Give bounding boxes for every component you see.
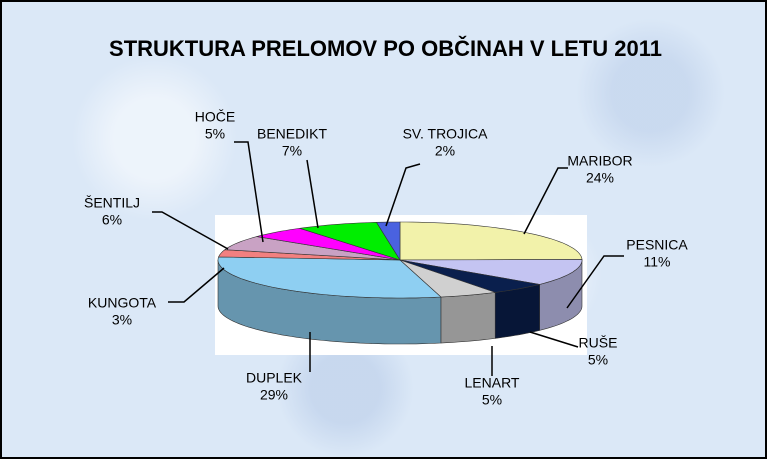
slice [375, 221, 401, 262]
slice-value-label: 29% [260, 387, 288, 403]
slice-label: BENEDIKT [257, 126, 327, 142]
slice-value-label: 5% [482, 392, 502, 408]
slice [299, 221, 401, 261]
slice-value-label: 2% [435, 143, 455, 159]
slice-label: MARIBOR [567, 153, 632, 169]
leader-line [168, 267, 225, 303]
leader-line [306, 159, 319, 229]
leader-line [566, 255, 624, 309]
leader-line [385, 163, 421, 227]
leader-line [523, 167, 568, 235]
chart-title: STRUKTURA PRELOMOV PO OBČINAH V LETU 201… [109, 36, 662, 61]
leader-line [234, 141, 264, 243]
slice-value-label: 5% [588, 352, 608, 368]
slice-value-label: 5% [205, 126, 225, 142]
slice-value-label: 6% [102, 212, 122, 228]
slice-label: LENART [465, 375, 520, 391]
slice-label: HOČE [195, 109, 235, 125]
slice-label: DUPLEK [246, 370, 303, 386]
slice-label: RUŠE [579, 335, 618, 351]
slice [217, 256, 442, 299]
slice-value-label: 3% [112, 312, 132, 328]
slice-side [440, 292, 496, 344]
slice-label: SV. TROJICA [403, 126, 488, 142]
slice-label: KUNGOTA [88, 295, 157, 311]
slice-side [494, 284, 540, 339]
slice-value-label: 7% [282, 143, 302, 159]
leader-line [152, 211, 229, 250]
leader-line [529, 331, 579, 348]
slice [399, 221, 583, 261]
slice [399, 259, 496, 298]
slice-value-label: 11% [644, 254, 671, 270]
slice [256, 227, 401, 261]
slice-value-label: 24% [586, 170, 614, 186]
slice-label: PESNICA [626, 237, 688, 253]
slice-label: ŠENTILJ [84, 195, 140, 211]
slice [399, 259, 583, 285]
slice [399, 259, 540, 293]
